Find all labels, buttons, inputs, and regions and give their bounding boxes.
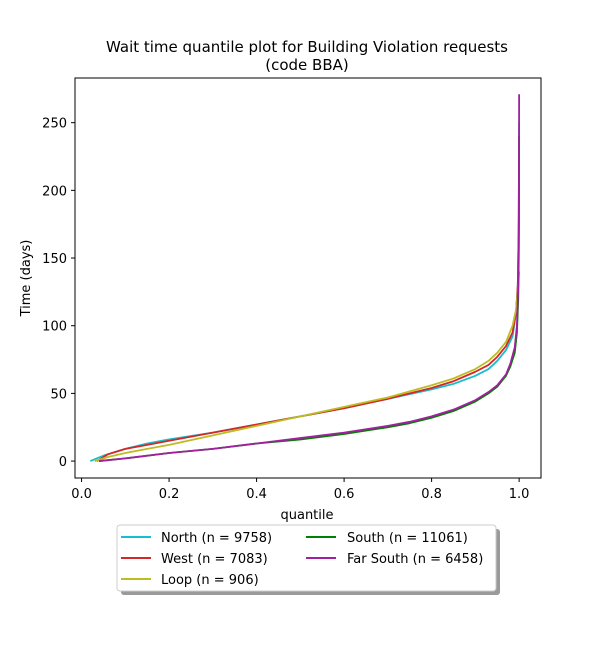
series-line	[94, 271, 521, 462]
x-tick-label: 0.4	[246, 487, 267, 502]
y-tick-label: 250	[42, 117, 67, 132]
x-tick-label: 0.8	[421, 487, 442, 502]
x-axis-label: quantile	[280, 508, 333, 523]
legend-label: South (n = 11061)	[347, 531, 468, 546]
x-tick-label: 0.2	[159, 487, 180, 502]
legend-label: North (n = 9758)	[161, 531, 272, 546]
chart-title-line2: (code BBA)	[265, 56, 349, 74]
x-tick-label: 0.0	[71, 487, 92, 502]
y-tick-label: 200	[42, 184, 67, 199]
y-axis-label: Time (days)	[19, 240, 34, 318]
series-line	[98, 94, 521, 462]
chart-title-line1: Wait time quantile plot for Building Vio…	[106, 38, 508, 56]
legend: North (n = 9758) West (n = 7083) Loop (n =…	[116, 524, 500, 595]
series-lines	[89, 94, 521, 462]
y-tick-label: 150	[42, 252, 67, 267]
plot-frame	[74, 77, 542, 479]
legend-label: Far South (n = 6458)	[347, 552, 483, 567]
y-tick-label: 0	[59, 455, 67, 470]
x-tick-label: 1.0	[509, 487, 530, 502]
legend-label: West (n = 7083)	[161, 552, 268, 567]
x-tick-label: 0.6	[334, 487, 355, 502]
y-tick-label: 50	[50, 387, 67, 402]
y-tick-label: 100	[42, 320, 67, 335]
axes: 0.0 0.2 0.4 0.6 0.8 1.0 0 50 100 150 200 250	[42, 117, 529, 502]
legend-label: Loop (n = 906)	[161, 573, 259, 588]
